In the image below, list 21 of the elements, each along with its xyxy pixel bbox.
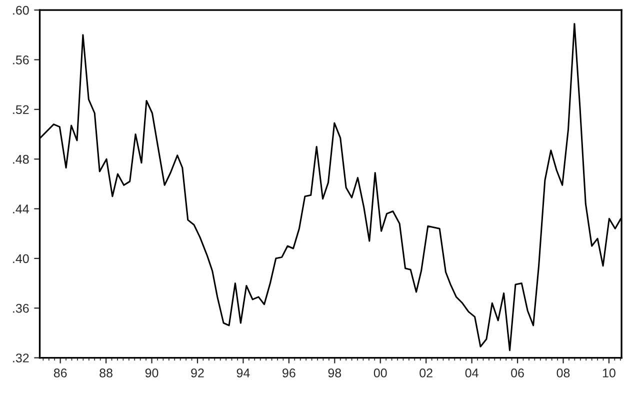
x-tick-label: 04 <box>465 368 478 378</box>
y-tick-label: .44 <box>13 204 29 214</box>
x-tick-label: 10 <box>602 368 616 378</box>
x-tick-label: 86 <box>54 368 67 378</box>
x-tick-label: 92 <box>191 368 204 378</box>
y-tick-label: .52 <box>13 105 29 114</box>
x-tick-label: 94 <box>236 368 250 378</box>
x-tick-label: 08 <box>556 368 570 378</box>
y-tick-label: .56 <box>13 56 29 64</box>
y-tick-label: .48 <box>13 154 29 164</box>
x-tick-label: 00 <box>374 368 387 378</box>
x-tick-label: 96 <box>282 368 296 378</box>
x-tick-label: 88 <box>100 368 112 378</box>
x-tick-label: 02 <box>420 368 432 378</box>
x-tick-label: 06 <box>511 368 524 378</box>
x-tick-label: 98 <box>328 368 342 378</box>
y-tick-label: .32 <box>13 354 29 362</box>
y-tick-label: .40 <box>13 254 29 264</box>
y-tick-label: .60 <box>13 6 29 15</box>
x-tick-label: 90 <box>145 368 158 378</box>
y-tick-label: .36 <box>13 304 29 313</box>
